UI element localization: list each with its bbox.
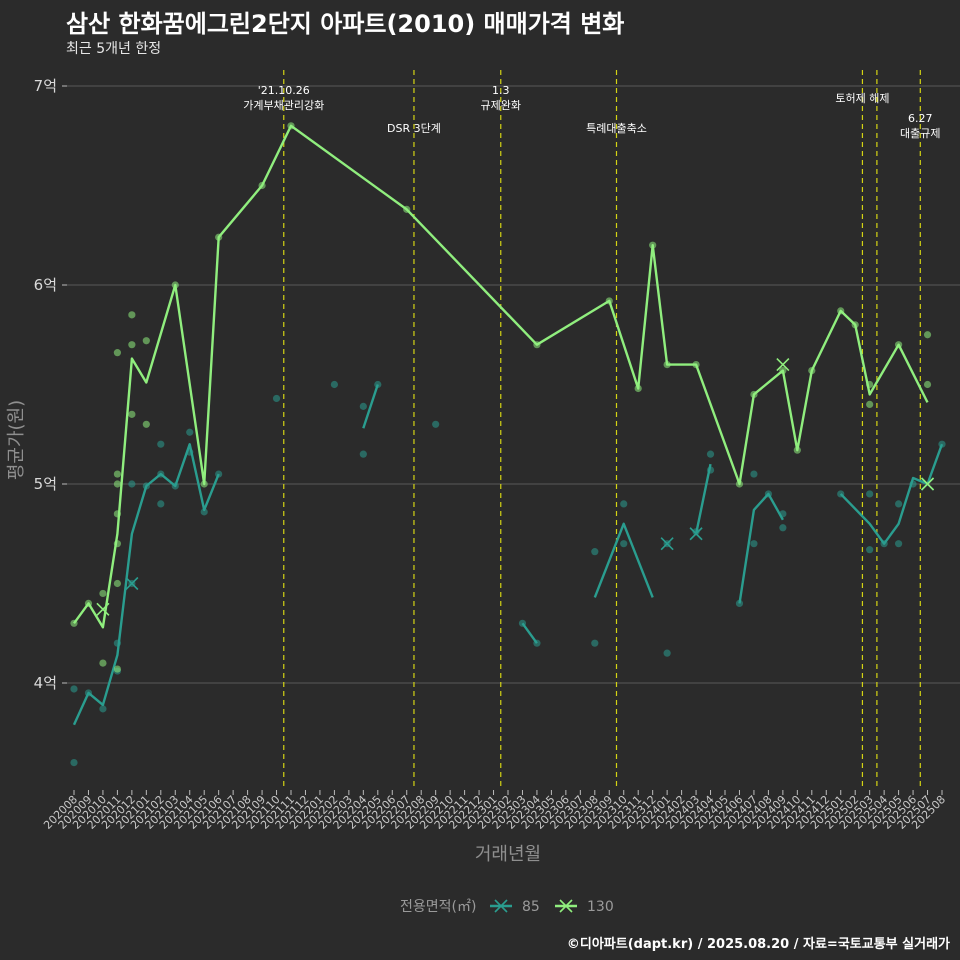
cross-marker — [689, 527, 703, 541]
data-point — [620, 500, 628, 508]
data-point — [142, 420, 150, 428]
data-point — [359, 450, 367, 458]
series-line — [839, 443, 944, 545]
legend: 전용면적(㎡) 85 130 — [400, 899, 614, 915]
data-point — [113, 665, 121, 673]
data-point — [99, 589, 107, 598]
data-point — [128, 480, 136, 488]
data-point — [70, 759, 78, 767]
legend-label: 85 — [522, 899, 540, 915]
data-point — [113, 579, 121, 588]
data-point — [186, 428, 194, 436]
cross-marker — [920, 477, 935, 491]
data-point — [330, 380, 338, 389]
data-point — [359, 402, 367, 410]
y-axis-label: 평균가(원) — [6, 400, 27, 480]
event-label: 가계부채관리강화 — [243, 99, 324, 112]
y-axis: 4억 5억 6억 7억 — [34, 77, 67, 692]
legend-swatch-cross — [494, 899, 508, 913]
event-label: 특례대출축소 — [586, 122, 647, 135]
series-line — [362, 384, 379, 429]
series-line — [593, 522, 654, 598]
data-point — [99, 659, 107, 667]
data-point — [735, 599, 744, 608]
data-point — [866, 400, 874, 408]
y-tick-label: 4억 — [34, 674, 57, 692]
series-layer — [70, 122, 946, 767]
series-line — [694, 463, 712, 535]
data-point — [272, 394, 281, 403]
event-label: 6.27 — [908, 112, 933, 125]
y-tick-label: 5억 — [34, 475, 57, 493]
grid-lines — [62, 85, 960, 684]
data-point — [128, 311, 136, 319]
cross-marker — [776, 358, 790, 372]
cross-marker — [96, 602, 110, 616]
series-line — [72, 443, 220, 726]
data-point — [866, 490, 874, 498]
data-point — [750, 540, 758, 548]
data-point — [99, 705, 107, 713]
data-point — [70, 685, 78, 693]
series-line — [521, 622, 538, 644]
cross-marker — [125, 576, 139, 591]
legend-swatch-cross — [559, 899, 573, 913]
data-point — [895, 540, 903, 548]
legend-title: 전용면적(㎡) — [400, 899, 476, 915]
data-point — [113, 480, 121, 488]
event-label: DSR 3단계 — [387, 122, 441, 135]
event-label: 1.3 — [492, 84, 510, 97]
cross-marker — [660, 537, 674, 551]
x-axis-label: 거래년월 — [475, 844, 541, 865]
data-point — [706, 450, 715, 458]
source-caption: ©디아파트(dapt.kr) / 2025.08.20 / 자료=국토교통부 실… — [566, 937, 950, 952]
data-point — [128, 341, 136, 349]
data-point — [779, 524, 787, 532]
data-point — [157, 500, 165, 508]
legend-label: 130 — [587, 899, 614, 915]
y-tick-label: 6억 — [34, 276, 57, 294]
data-point — [923, 331, 932, 339]
data-point — [620, 540, 628, 548]
data-point — [663, 649, 671, 657]
series-line — [73, 124, 929, 629]
series-line — [738, 492, 784, 604]
data-point — [142, 337, 150, 345]
data-point — [591, 548, 599, 556]
data-point — [750, 470, 758, 478]
chart-subtitle: 최근 5개년 한정 — [66, 41, 162, 57]
x-axis: 2020082020092020102020112020122021012021… — [41, 790, 948, 832]
data-point — [591, 639, 599, 647]
event-label: 대출규제 — [900, 127, 940, 140]
data-point — [923, 380, 932, 389]
data-point — [128, 410, 136, 418]
event-label: '21.10.26 — [258, 84, 310, 97]
event-label: 토허제 해제 — [835, 91, 889, 105]
data-point — [200, 508, 208, 516]
chart-title: 삼산 한화꿈에그린2단지 아파트(2010) 매매가격 변화 — [66, 10, 625, 38]
data-point — [113, 470, 121, 478]
data-point — [866, 546, 874, 554]
event-label: 규제완화 — [481, 99, 521, 112]
y-tick-label: 7억 — [34, 77, 57, 95]
data-point — [895, 500, 903, 508]
data-point — [113, 349, 121, 357]
data-point — [157, 440, 165, 448]
data-point — [432, 420, 440, 428]
